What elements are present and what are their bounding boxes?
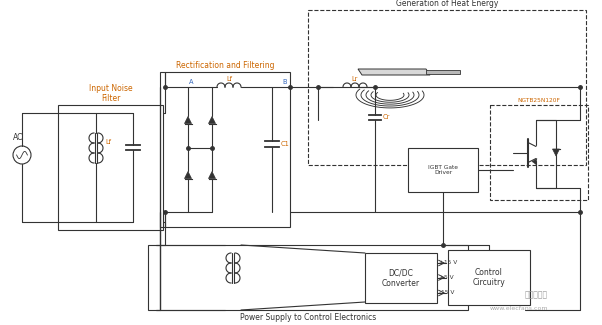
Text: NGTB25N120F: NGTB25N120F: [518, 98, 560, 103]
Polygon shape: [208, 116, 216, 124]
Bar: [408, 148, 478, 192]
Polygon shape: [208, 172, 216, 178]
Text: IGBT Gate
Driver: IGBT Gate Driver: [428, 164, 458, 176]
Text: C1: C1: [281, 141, 290, 147]
Text: Lf: Lf: [105, 139, 111, 145]
Text: Control
Circuitry: Control Circuitry: [473, 268, 505, 287]
Text: A: A: [189, 79, 193, 85]
Text: Lf: Lf: [226, 76, 232, 82]
Bar: [490, 105, 588, 200]
Bar: [365, 253, 437, 303]
Text: AC: AC: [13, 133, 23, 142]
Text: -15 V: -15 V: [439, 291, 455, 295]
Text: www.elecfans.com: www.elecfans.com: [489, 306, 548, 310]
Polygon shape: [184, 116, 191, 124]
Polygon shape: [553, 149, 559, 156]
Bar: [308, 10, 586, 165]
Bar: [160, 72, 290, 227]
Text: DC/DC
Converter: DC/DC Converter: [382, 268, 420, 288]
Polygon shape: [184, 172, 191, 178]
Polygon shape: [532, 159, 537, 164]
Text: 电子发烧友: 电子发烧友: [525, 291, 548, 300]
Text: Cr: Cr: [383, 114, 390, 120]
Polygon shape: [358, 69, 430, 75]
Text: Rectification and Filtering: Rectification and Filtering: [176, 61, 275, 70]
Text: Generation of Heat Energy: Generation of Heat Energy: [396, 0, 498, 8]
Bar: [148, 245, 468, 310]
Text: Lr: Lr: [352, 76, 358, 82]
Text: +5 V: +5 V: [439, 275, 454, 280]
Text: Power Supply to Control Electronics: Power Supply to Control Electronics: [240, 313, 376, 322]
Polygon shape: [426, 70, 460, 74]
Bar: [58, 105, 163, 230]
Text: B: B: [282, 79, 287, 85]
Bar: [448, 250, 530, 305]
Text: Input Noise
Filter: Input Noise Filter: [88, 84, 132, 103]
Text: +15 V: +15 V: [439, 261, 458, 266]
